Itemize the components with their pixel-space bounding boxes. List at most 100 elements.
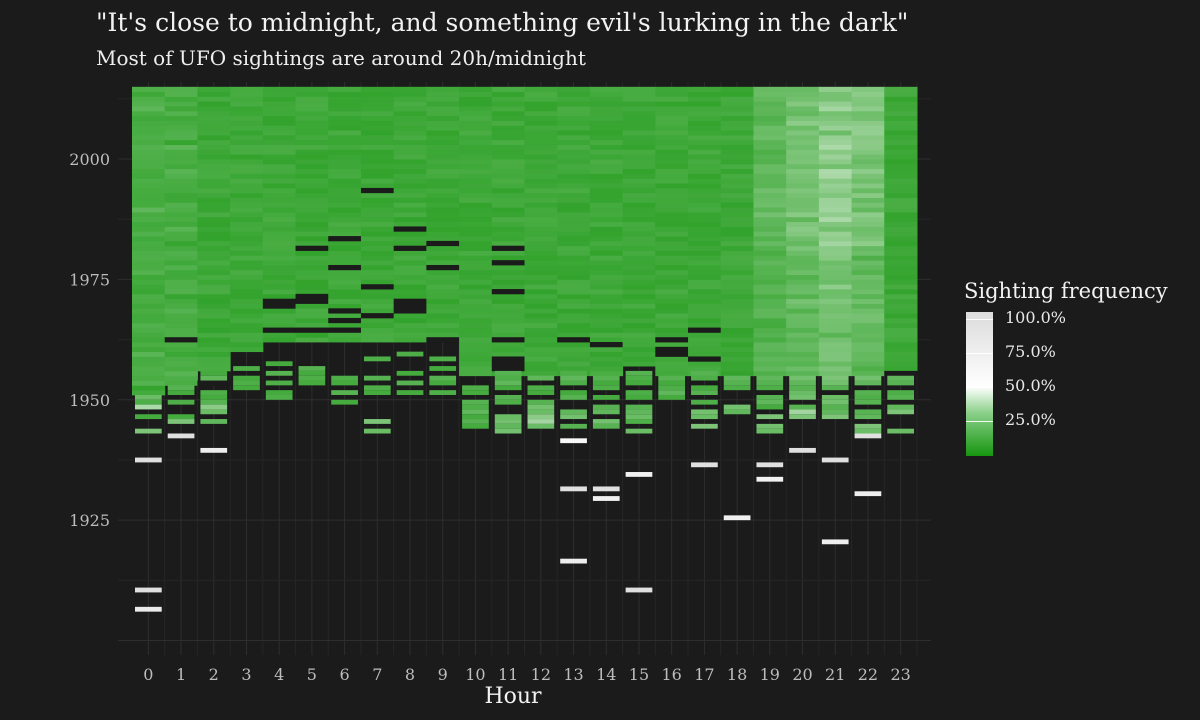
- heatmap-cell: [459, 159, 493, 165]
- heatmap-cell: [753, 120, 787, 126]
- heatmap-cell: [589, 144, 624, 150]
- heatmap-cell: [360, 207, 395, 213]
- heatmap-cell: [393, 231, 427, 237]
- heatmap-cell: [132, 342, 166, 348]
- heatmap-cell: [230, 303, 264, 309]
- heatmap-cell: [753, 110, 787, 117]
- heatmap-cell: [164, 255, 198, 261]
- heatmap-cell: [396, 370, 424, 376]
- heatmap-cell: [491, 298, 525, 304]
- heatmap-cell: [459, 183, 493, 189]
- heatmap-cell: [753, 337, 787, 343]
- heatmap-cell: [884, 342, 918, 348]
- heatmap-cell: [786, 284, 820, 290]
- heatmap-cell: [132, 163, 166, 170]
- heatmap-cell: [197, 212, 231, 218]
- heatmap-cell: [197, 332, 231, 338]
- heatmap-cell: [265, 380, 293, 386]
- heatmap-cell: [688, 298, 722, 304]
- heatmap-cell: [164, 139, 198, 145]
- heatmap-cell: [557, 356, 591, 362]
- heatmap-cell: [262, 115, 297, 121]
- heatmap-cell: [720, 260, 754, 266]
- heatmap-cell: [655, 274, 689, 280]
- heatmap-cell: [524, 115, 558, 121]
- heatmap-cell: [328, 279, 362, 285]
- heatmap-cell: [164, 192, 198, 198]
- heatmap-cell: [426, 317, 460, 324]
- heatmap-cell: [589, 106, 624, 112]
- heatmap-cell: [197, 255, 231, 261]
- heatmap-cell: [164, 298, 198, 304]
- heatmap-cell: [658, 380, 686, 386]
- heatmap-cell: [818, 342, 853, 348]
- heatmap-cell: [560, 394, 587, 400]
- x-tick-label: 10: [465, 665, 485, 684]
- heatmap-cell: [197, 139, 231, 145]
- heatmap-cell: [164, 279, 198, 285]
- heatmap-cell: [200, 394, 228, 400]
- heatmap-cell: [328, 289, 362, 295]
- heatmap-cell: [197, 101, 231, 107]
- heatmap-cell: [328, 221, 362, 227]
- heatmap-cell: [589, 264, 624, 271]
- heatmap-cell: [622, 173, 656, 179]
- heatmap-cell: [459, 289, 493, 295]
- heatmap-cell: [688, 264, 722, 271]
- heatmap-cell: [720, 240, 754, 247]
- heatmap-cell: [589, 274, 624, 280]
- heatmap-cell: [818, 120, 853, 126]
- heatmap-cell: [884, 197, 918, 203]
- heatmap-cell: [560, 390, 587, 395]
- heatmap-cell: [360, 327, 395, 333]
- heatmap-cell: [720, 317, 754, 324]
- heatmap-cell: [789, 447, 816, 453]
- heatmap-cell: [164, 322, 198, 328]
- heatmap-cell: [426, 96, 460, 102]
- heatmap-cell: [360, 202, 395, 208]
- heatmap-cell: [360, 115, 395, 121]
- heatmap-cell: [720, 284, 754, 290]
- heatmap-cell: [818, 163, 853, 170]
- heatmap-cell: [688, 154, 722, 160]
- heatmap-cell: [786, 303, 820, 309]
- heatmap-cell: [494, 399, 522, 405]
- heatmap-cell: [720, 313, 754, 319]
- heatmap-cell: [786, 207, 820, 213]
- heatmap-cell: [786, 96, 820, 102]
- heatmap-cell: [459, 313, 493, 319]
- heatmap-cell: [197, 187, 231, 194]
- heatmap-cell: [753, 245, 787, 251]
- heatmap-cell: [557, 274, 591, 280]
- heatmap-cell: [622, 231, 656, 237]
- heatmap-cell: [884, 356, 918, 362]
- heatmap-cell: [655, 298, 689, 304]
- heatmap-cell: [720, 139, 754, 145]
- heatmap-cell: [786, 159, 820, 165]
- heatmap-cell: [197, 342, 231, 348]
- heatmap-cell: [295, 120, 329, 126]
- heatmap-cell: [786, 293, 820, 300]
- heatmap-cell: [132, 351, 166, 357]
- heatmap-cell: [753, 154, 787, 160]
- heatmap-cell: [262, 313, 297, 319]
- heatmap-cell: [262, 260, 297, 266]
- heatmap-cell: [851, 134, 885, 141]
- heatmap-cell: [295, 187, 329, 194]
- heatmap-cell: [688, 322, 722, 328]
- heatmap-cell: [360, 106, 395, 112]
- heatmap-cell: [164, 173, 198, 179]
- heatmap-cell: [557, 144, 591, 150]
- heatmap-cell: [786, 221, 820, 227]
- heatmap-cell: [462, 409, 489, 415]
- heatmap-cell: [230, 101, 264, 107]
- heatmap-cell: [720, 293, 754, 300]
- heatmap-cell: [854, 390, 882, 395]
- heatmap-cell: [230, 173, 264, 179]
- heatmap-cell: [622, 144, 656, 150]
- heatmap-cell: [557, 313, 591, 319]
- heatmap-cell: [230, 168, 264, 174]
- heatmap-cell: [132, 303, 166, 309]
- heatmap-cell: [491, 346, 525, 353]
